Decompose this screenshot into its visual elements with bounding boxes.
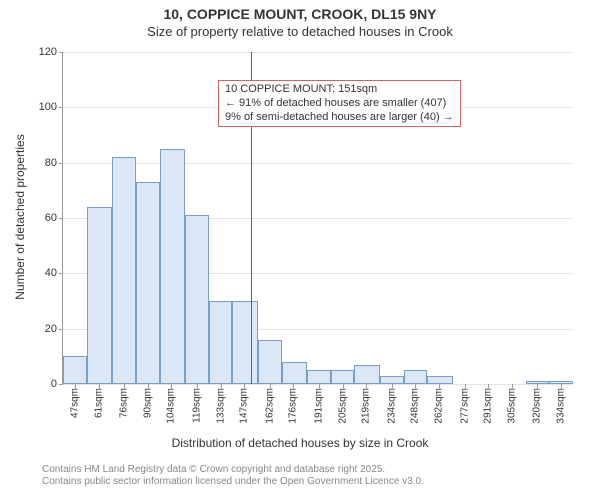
histogram-bar [331, 370, 355, 384]
tick-label-y: 60 [45, 212, 57, 224]
tick-label-x: 176sqm [288, 388, 299, 424]
tick-label-y: 100 [39, 101, 57, 113]
chart-title-sub: Size of property relative to detached ho… [0, 24, 600, 39]
tick-label-x: 291sqm [483, 388, 494, 424]
tick-label-x: 305sqm [507, 388, 518, 424]
y-axis-label: Number of detached properties [13, 127, 27, 307]
histogram-bar [185, 215, 209, 384]
histogram-bar [354, 365, 379, 384]
footer-line-1: Contains HM Land Registry data © Crown c… [42, 464, 424, 476]
histogram-bar [160, 149, 185, 384]
footer-line-2: Contains public sector information licen… [42, 476, 424, 488]
histogram-bar [404, 370, 428, 384]
tick-label-x: 262sqm [434, 388, 445, 424]
tick-label-x: 277sqm [459, 388, 470, 424]
histogram-bar [232, 301, 257, 384]
tick-mark-y [59, 329, 63, 330]
gridline-y [63, 163, 573, 164]
histogram-bar [427, 376, 452, 384]
histogram-bar [282, 362, 307, 384]
tick-label-x: 147sqm [239, 388, 250, 424]
chart-title-main: 10, COPPICE MOUNT, CROOK, DL15 9NY [0, 6, 600, 22]
tick-label-x: 234sqm [386, 388, 397, 424]
tick-mark-y [59, 384, 63, 385]
tick-label-x: 248sqm [410, 388, 421, 424]
tick-mark-y [59, 218, 63, 219]
tick-label-x: 191sqm [313, 388, 324, 424]
tick-label-x: 219sqm [361, 388, 372, 424]
tick-label-x: 320sqm [532, 388, 543, 424]
tick-label-x: 334sqm [556, 388, 567, 424]
histogram-bar [87, 207, 112, 384]
tick-label-x: 205sqm [337, 388, 348, 424]
gridline-y [63, 52, 573, 53]
chart-plot-area: 02040608010012047sqm61sqm76sqm90sqm104sq… [62, 52, 573, 385]
histogram-bar [112, 157, 136, 384]
tick-mark-y [59, 163, 63, 164]
tick-label-y: 120 [39, 46, 57, 58]
histogram-bar [307, 370, 331, 384]
annotation-line: ← 91% of detached houses are smaller (40… [225, 97, 454, 111]
histogram-bar [209, 301, 233, 384]
tick-label-y: 0 [51, 378, 57, 390]
tick-label-x: 47sqm [69, 388, 80, 418]
annotation-line: 10 COPPICE MOUNT: 151sqm [225, 83, 454, 97]
histogram-bar [63, 356, 87, 384]
histogram-bar [380, 376, 404, 384]
x-axis-label: Distribution of detached houses by size … [0, 436, 600, 450]
histogram-bar [136, 182, 160, 384]
tick-mark-y [59, 52, 63, 53]
tick-mark-y [59, 273, 63, 274]
tick-label-y: 80 [45, 157, 57, 169]
tick-label-x: 162sqm [264, 388, 275, 424]
footer-credits: Contains HM Land Registry data © Crown c… [42, 464, 424, 488]
annotation-box: 10 COPPICE MOUNT: 151sqm← 91% of detache… [218, 80, 461, 127]
annotation-line: 9% of semi-detached houses are larger (4… [225, 111, 454, 125]
tick-mark-y [59, 107, 63, 108]
tick-label-x: 133sqm [215, 388, 226, 424]
tick-label-x: 90sqm [142, 388, 153, 418]
tick-label-x: 61sqm [93, 388, 104, 418]
histogram-bar [258, 340, 282, 384]
tick-label-y: 20 [45, 323, 57, 335]
tick-label-y: 40 [45, 267, 57, 279]
tick-label-x: 119sqm [191, 388, 202, 423]
tick-label-x: 104sqm [166, 388, 177, 424]
tick-label-x: 76sqm [118, 388, 129, 418]
